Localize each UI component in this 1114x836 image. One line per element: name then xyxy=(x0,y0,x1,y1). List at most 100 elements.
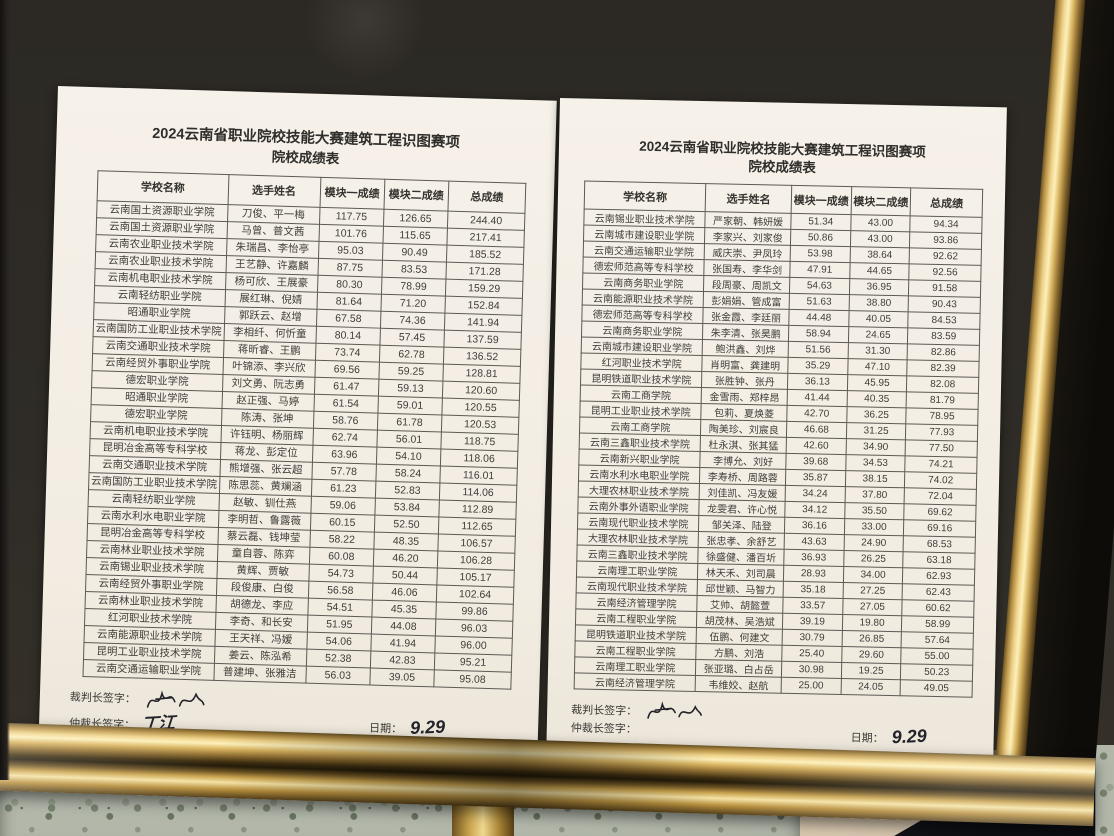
judge-signature-label: 裁判长签字： xyxy=(69,691,137,706)
cell: 邱世颖、马智力 xyxy=(697,579,784,598)
cell: 90.49 xyxy=(382,242,447,262)
cell: 24.90 xyxy=(843,534,904,553)
cell: 严家朝、韩妍媛 xyxy=(705,212,792,230)
cell: 60.62 xyxy=(902,600,975,618)
cell: 58.76 xyxy=(313,411,378,430)
cell: 69.16 xyxy=(903,520,976,538)
cell: 昆明铁道职业技术学院 xyxy=(575,625,697,644)
cell: 55.00 xyxy=(901,648,974,666)
cell: 90.43 xyxy=(908,296,981,314)
cell: 大理农林职业技术学院 xyxy=(578,481,700,500)
score-sheet-right: 2024云南省职业院校技能大赛建筑工程识图赛项 院校成绩表 学校名称 选手姓名 模块… xyxy=(545,98,1007,798)
cell: 26.85 xyxy=(841,630,902,649)
cell: 72.04 xyxy=(904,488,977,506)
cell: 61.78 xyxy=(377,412,442,432)
cell: 62.93 xyxy=(902,568,975,586)
column-header: 选手姓名 xyxy=(705,184,792,214)
cell: 云南水利水电职业学院 xyxy=(578,465,701,484)
cell: 27.05 xyxy=(842,598,903,617)
cell: 83.53 xyxy=(381,259,447,279)
column-header: 总成绩 xyxy=(447,180,526,214)
cell: 62.78 xyxy=(379,344,444,364)
cell: 徐盛健、潘百圻 xyxy=(698,547,785,566)
cell: 云南外事外语职业学院 xyxy=(577,497,700,516)
cell: 36.16 xyxy=(784,517,845,535)
cell: 47.10 xyxy=(847,359,908,377)
cell: 59.13 xyxy=(378,378,443,398)
cell: 云南城市建设职业学院 xyxy=(583,225,706,245)
cell: 杜永淇、张其猛 xyxy=(700,435,787,454)
cell: 25.40 xyxy=(781,645,842,663)
cell: 张胜钟、张丹 xyxy=(701,371,788,390)
cell: 李博允、刘好 xyxy=(700,451,787,470)
cell: 87.75 xyxy=(317,258,383,277)
cell: 80.30 xyxy=(317,275,382,294)
cell: 63.18 xyxy=(903,552,976,570)
cell: 54.10 xyxy=(376,446,441,466)
cell: 60.15 xyxy=(309,512,375,532)
cell: 93.86 xyxy=(909,232,982,250)
cell: 31.30 xyxy=(847,343,908,361)
cell: 56.03 xyxy=(305,665,371,685)
cell: 46.68 xyxy=(786,421,847,440)
cell: 57.64 xyxy=(901,632,974,650)
cell: 80.14 xyxy=(315,326,381,345)
cell: 57.78 xyxy=(311,461,377,481)
cell: 43.00 xyxy=(850,231,911,249)
cell: 35.29 xyxy=(787,357,848,376)
cell: 52.83 xyxy=(375,480,440,500)
cell: 34.12 xyxy=(784,501,845,519)
cell: 林天禾、刘司晨 xyxy=(697,563,784,582)
cell: 艾帅、胡懿萱 xyxy=(697,595,784,614)
cell: 36.13 xyxy=(787,373,848,392)
cell: 40.35 xyxy=(846,391,907,409)
cell: 92.62 xyxy=(909,248,982,266)
cell: 62.74 xyxy=(312,427,378,447)
cell: 43.63 xyxy=(784,533,845,551)
cell: 张亚璐、白占岳 xyxy=(695,659,782,678)
cell: 58.94 xyxy=(788,325,849,344)
cell: 35.50 xyxy=(844,502,905,521)
cell: 46.20 xyxy=(373,548,438,568)
cell: 50.44 xyxy=(372,565,438,585)
cell: 53.84 xyxy=(374,497,440,517)
cell: 50.86 xyxy=(790,229,851,248)
cell: 126.65 xyxy=(383,208,448,228)
cell: 38.64 xyxy=(849,247,910,265)
cell: 63.96 xyxy=(312,444,377,464)
date-group: 日期： 9.29 xyxy=(850,726,928,749)
cell: 26.25 xyxy=(843,550,904,569)
cell: 74.02 xyxy=(904,472,977,490)
cell: 方鹏、刘浩 xyxy=(696,643,783,662)
cell: 34.90 xyxy=(845,439,906,457)
cell: 韦维姣、赵航 xyxy=(695,675,782,694)
cell: 包莉、夏焕菱 xyxy=(701,403,788,422)
column-header: 模块二成绩 xyxy=(850,187,912,217)
cell: 43.00 xyxy=(850,215,911,233)
cell: 44.48 xyxy=(788,309,849,328)
cell: 58.99 xyxy=(901,616,974,634)
cell: 50.23 xyxy=(900,664,973,682)
cell: 84.53 xyxy=(908,312,981,330)
sheet-footer: 裁判长签字： 仲裁长签字： 日期： 9.29 xyxy=(571,698,995,751)
cell: 61.23 xyxy=(310,478,376,498)
cell: 95.03 xyxy=(318,241,383,260)
cell: 李家兴、刘家俊 xyxy=(704,228,791,246)
cell: 59.01 xyxy=(377,395,443,415)
cell: 34.00 xyxy=(843,566,904,585)
cell: 78.99 xyxy=(381,276,446,296)
column-header: 模块二成绩 xyxy=(383,179,449,211)
cell: 52.38 xyxy=(305,648,371,668)
date-label: 日期： xyxy=(368,722,403,736)
cell: 35.18 xyxy=(783,581,844,599)
cell: 71.20 xyxy=(380,293,446,313)
cell: 83.59 xyxy=(907,328,980,346)
cell: 34.24 xyxy=(785,485,846,503)
cell: 115.65 xyxy=(382,225,448,245)
cell: 59.25 xyxy=(378,361,444,381)
cell: 胡茂林、吴浩斌 xyxy=(696,611,783,630)
cell: 张忠孝、余舒艺 xyxy=(698,531,785,550)
cell: 云南城市建设职业学院 xyxy=(581,337,703,356)
score-table-right: 学校名称 选手姓名 模块一成绩 模块二成绩 总成绩 云南锡业职业技术学院 严家朝、韩妍媛 51… xyxy=(574,181,984,698)
cell: 云南三鑫职业技术学院 xyxy=(576,545,699,564)
